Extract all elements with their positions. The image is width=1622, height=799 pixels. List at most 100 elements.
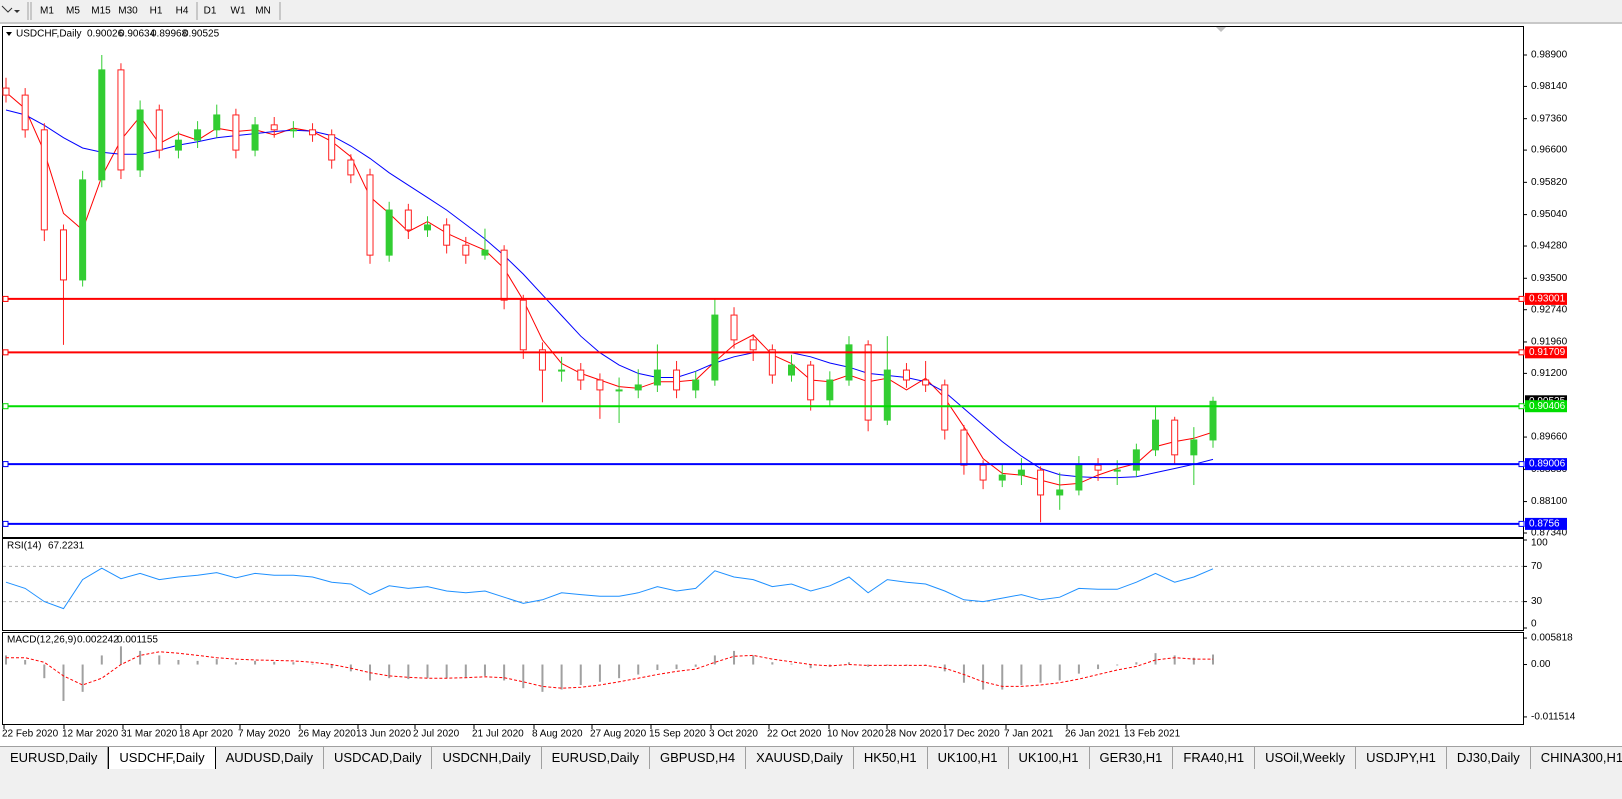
- y-tick-label: 70: [1531, 561, 1543, 572]
- candle-body: [443, 224, 451, 246]
- chart-tab[interactable]: CHINA300,H1: [1531, 747, 1622, 769]
- ohlc-open: 0.90026: [87, 29, 124, 40]
- chart-tab[interactable]: USOil,Weekly: [1255, 747, 1357, 769]
- y-tick-label: 0.97360: [1531, 113, 1568, 124]
- chart-tab[interactable]: EURUSD,Daily: [542, 747, 650, 769]
- y-tick-label: 0.91200: [1531, 368, 1568, 379]
- candle-body: [711, 314, 719, 381]
- chart-tabs: EURUSD,Daily USDCHF,Daily AUDUSD,Daily USDC…: [0, 746, 1622, 769]
- macd-bar: [62, 664, 65, 701]
- macd-bar: [407, 664, 410, 680]
- level-label-box: [1525, 517, 1567, 530]
- macd-bar: [292, 662, 295, 665]
- macd-bar: [254, 660, 257, 665]
- y-tick-label: 0.88100: [1531, 496, 1568, 507]
- macd-bar: [713, 655, 716, 665]
- timeframe-button[interactable]: D1: [204, 6, 217, 17]
- x-tick-label: 27 Aug 2020: [590, 729, 647, 740]
- y-tick-label: 0.91960: [1531, 337, 1568, 348]
- y-tick-label: 0.00: [1531, 659, 1551, 670]
- chart-tab[interactable]: UK100,H1: [928, 747, 1009, 769]
- candle-body: [807, 364, 815, 401]
- macd-bar: [867, 664, 870, 667]
- candle-body: [309, 129, 317, 136]
- macd-bar: [196, 660, 199, 665]
- macd-bar: [100, 655, 103, 665]
- candle-body: [1017, 469, 1025, 476]
- chart-tab[interactable]: GBPUSD,H4: [650, 747, 747, 769]
- timeframe-button[interactable]: M30: [118, 6, 138, 17]
- macd-bar: [215, 659, 218, 665]
- tool-dropdown[interactable]: [14, 10, 20, 13]
- macd-bar: [43, 664, 46, 679]
- chart-tab[interactable]: XAUUSD,Daily: [746, 747, 854, 769]
- chart-tab[interactable]: USDCHF,Daily: [108, 747, 216, 769]
- timeframe-button[interactable]: H4: [176, 6, 189, 17]
- macd-bar: [598, 664, 601, 682]
- timeframe-button[interactable]: W1: [231, 6, 246, 17]
- macd-bar: [273, 661, 276, 665]
- macd-bar: [752, 655, 755, 665]
- chart-tab[interactable]: FRA40,H1: [1173, 747, 1256, 769]
- candle-body: [615, 389, 623, 392]
- macd-bar: [541, 664, 544, 692]
- candle-body: [270, 124, 278, 131]
- moving-average: [5, 91, 1214, 486]
- level-handle: [2, 461, 9, 468]
- macd-bar: [694, 664, 697, 667]
- macd-bar: [579, 664, 582, 686]
- macd-bar: [1154, 653, 1157, 665]
- timeframe-button[interactable]: H1: [150, 6, 163, 17]
- macd-bar: [982, 664, 985, 690]
- x-tick-label: 12 Mar 2020: [62, 729, 119, 740]
- level-handle: [2, 349, 9, 356]
- y-tick-label: 30: [1531, 596, 1543, 607]
- macd-bar: [1116, 664, 1119, 666]
- macd-bar: [388, 664, 391, 679]
- level-label: 0.91709: [1529, 347, 1566, 358]
- candle-body: [462, 244, 470, 256]
- toolbar: [0, 0, 1622, 23]
- chart-tab[interactable]: USDCAD,Daily: [324, 747, 433, 769]
- timeframe-button[interactable]: MN: [255, 6, 271, 17]
- candle-body: [1190, 439, 1198, 456]
- chart-title: USDCHF,Daily: [16, 29, 82, 40]
- macd-bar: [637, 664, 640, 675]
- candle-body: [730, 314, 738, 341]
- x-tick-label: 2 Jul 2020: [413, 729, 460, 740]
- chart-tab[interactable]: USDJPY,H1: [1356, 747, 1447, 769]
- tool-icon[interactable]: [1, 5, 13, 13]
- chart-tab[interactable]: UK100,H1: [1009, 747, 1090, 769]
- candle-body: [366, 174, 374, 256]
- chart-tab[interactable]: USDCNH,Daily: [432, 747, 542, 769]
- y-tick-label: 0.92740: [1531, 304, 1568, 315]
- timeframe-button[interactable]: M1: [40, 6, 54, 17]
- macd-bar: [809, 664, 812, 669]
- macd-main-value: 0.002242: [77, 635, 119, 646]
- chart-tab[interactable]: EURUSD,Daily: [0, 747, 109, 769]
- x-tick-label: 22 Feb 2020: [2, 729, 59, 740]
- y-tick-label: 0.94280: [1531, 241, 1568, 252]
- macd-bar: [426, 664, 429, 679]
- chart-tab[interactable]: GER30,H1: [1090, 747, 1174, 769]
- rsi-title: RSI(14): [7, 541, 41, 552]
- candle-body: [922, 379, 930, 386]
- y-tick-label: -0.011514: [1531, 712, 1576, 723]
- macd-bar: [81, 664, 84, 692]
- level-label-box: [1525, 346, 1567, 359]
- macd-bar: [483, 664, 486, 676]
- y-tick-label: 100: [1531, 538, 1548, 549]
- chart-tab[interactable]: AUDUSD,Daily: [216, 747, 325, 769]
- candle-body: [883, 369, 891, 421]
- level-label: 0.8756: [1529, 519, 1560, 530]
- y-tick-label: 0.98900: [1531, 50, 1568, 61]
- chart-tab[interactable]: HK50,H1: [854, 747, 928, 769]
- timeframe-button[interactable]: M15: [91, 6, 111, 17]
- candle-body: [692, 379, 700, 391]
- macd-bar: [1058, 664, 1061, 681]
- candle-body: [998, 474, 1006, 481]
- x-tick-label: 26 Jan 2021: [1065, 729, 1120, 740]
- macd-signal: [6, 651, 1213, 689]
- timeframe-button[interactable]: M5: [66, 6, 80, 17]
- chart-tab[interactable]: DJ30,Daily: [1447, 747, 1531, 769]
